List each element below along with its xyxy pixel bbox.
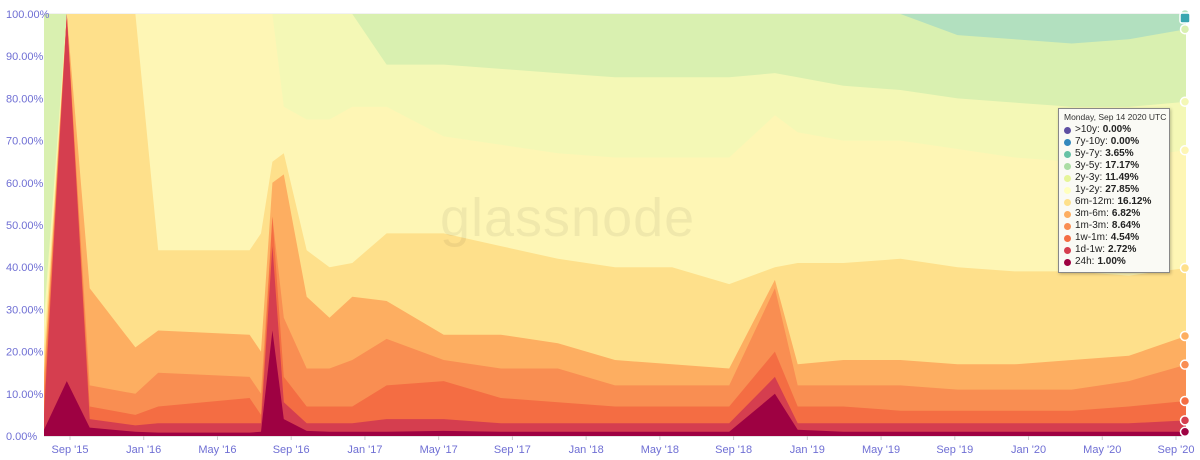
tooltip-value: 6.82%	[1111, 208, 1141, 219]
x-tick-label: May '16	[198, 444, 236, 456]
x-tick-label: May '18	[641, 444, 679, 456]
tooltip-label: 1m-3m:	[1075, 220, 1109, 231]
legend-dot-icon	[1064, 174, 1071, 182]
legend-dot-icon	[1064, 234, 1071, 242]
x-tick-label: May '17	[420, 444, 458, 456]
tooltip-row: 6m-12m: 16.12%	[1064, 196, 1164, 208]
tooltip-row: 5y-7y: 3.65%	[1064, 148, 1164, 160]
series-marker-1d-1w	[1179, 415, 1191, 426]
x-tick-label: Jan '16	[126, 444, 161, 456]
tooltip: Monday, Sep 14 2020 UTC >10y: 0.00% 7y-10y…	[1058, 108, 1170, 273]
tooltip-value: 17.17%	[1105, 160, 1140, 171]
y-tick-label: 20.00%	[6, 347, 44, 359]
legend-dot-icon	[1064, 222, 1071, 230]
series-marker-7y-10y	[1179, 12, 1191, 24]
watermark: glassnode	[440, 188, 695, 248]
tooltip-label: 1w-1m:	[1075, 232, 1108, 243]
legend-dot-icon	[1064, 198, 1071, 206]
tooltip-value: 2.72%	[1108, 244, 1137, 255]
y-tick-label: 60.00%	[6, 178, 44, 190]
series-marker-1y-2y	[1179, 145, 1191, 156]
legend-dot-icon	[1064, 138, 1071, 146]
x-axis: Sep '15 Jan '16 May '16 Sep '16 Jan '17 May '…	[52, 436, 1195, 456]
y-tick-label: 100.00%	[6, 9, 50, 21]
tooltip-label: 7y-10y:	[1075, 136, 1108, 147]
series-marker-1m-3m	[1179, 359, 1191, 370]
tooltip-row: 24h: 1.00%	[1064, 256, 1164, 268]
tooltip-label: 6m-12m:	[1075, 196, 1115, 207]
tooltip-value: 0.00%	[1110, 136, 1140, 147]
x-tick-label: Jan '20	[1011, 444, 1046, 456]
tooltip-row: 1w-1m: 4.54%	[1064, 232, 1164, 244]
tooltip-row: 1y-2y: 27.85%	[1064, 184, 1164, 196]
tooltip-value: 3.65%	[1105, 148, 1134, 159]
y-tick-label: 50.00%	[6, 220, 44, 232]
x-tick-label: Jan '19	[790, 444, 825, 456]
legend-dot-icon	[1064, 126, 1071, 134]
x-tick-label: Jan '18	[569, 444, 604, 456]
tooltip-row: 1m-3m: 8.64%	[1064, 220, 1164, 232]
tooltip-label: 3m-6m:	[1075, 208, 1109, 219]
legend-dot-icon	[1064, 162, 1071, 170]
band-1w-1m	[44, 14, 1186, 436]
band-3m-6m	[44, 14, 1186, 436]
x-tick-label: Sep '15	[52, 444, 89, 456]
legend-dot-icon	[1064, 186, 1071, 194]
series-marker-1w-1m	[1179, 395, 1191, 407]
y-tick-label: 90.00%	[6, 51, 44, 63]
x-tick-label: Sep '19	[936, 444, 973, 456]
y-tick-label: 10.00%	[6, 389, 44, 401]
tooltip-row: 7y-10y: 0.00%	[1064, 136, 1164, 148]
tooltip-value: 27.85%	[1105, 184, 1140, 195]
series-marker-2y-3y	[1179, 96, 1191, 108]
tooltip-row: 3y-5y: 17.17%	[1064, 160, 1164, 172]
tooltip-label: 5y-7y:	[1075, 148, 1103, 159]
y-tick-label: 30.00%	[6, 304, 44, 316]
tooltip-label: 1y-2y:	[1075, 184, 1103, 195]
tooltip-value: 16.12%	[1117, 196, 1152, 207]
tooltip-value: 8.64%	[1111, 220, 1141, 231]
tooltip-row: 2y-3y: 11.49%	[1064, 172, 1164, 184]
y-axis: 0.00% 10.00% 20.00% 30.00% 40.00% 50.00% 60.00…	[6, 9, 50, 443]
legend-dot-icon	[1064, 150, 1071, 158]
series-marker-3m-6m	[1179, 330, 1191, 342]
tooltip-label: 2y-3y:	[1075, 172, 1103, 183]
y-tick-label: 40.00%	[6, 262, 44, 274]
x-tick-label: Sep '17	[494, 444, 531, 456]
tooltip-value: 0.00%	[1102, 124, 1132, 135]
series-marker-24h	[1179, 426, 1191, 438]
x-tick-label: May '20	[1083, 444, 1121, 456]
x-tick-label: Sep '16	[273, 444, 310, 456]
x-tick-label: May '19	[862, 444, 900, 456]
x-tick-label: Sep '20	[1158, 444, 1195, 456]
tooltip-items: >10y: 0.00% 7y-10y: 0.00% 5y-7y: 3.65% 3y-5y: 1…	[1064, 124, 1164, 268]
tooltip-row: 3m-6m: 6.82%	[1064, 208, 1164, 220]
series-marker-3y-5y	[1179, 23, 1191, 35]
x-tick-label: Sep '18	[715, 444, 752, 456]
series-marker-6m-12m	[1179, 262, 1191, 274]
y-tick-label: 0.00%	[6, 431, 37, 443]
tooltip-label: 24h:	[1075, 256, 1095, 267]
legend-dot-icon	[1064, 258, 1071, 266]
series-end-markers	[1179, 8, 1191, 438]
legend-dot-icon	[1064, 210, 1071, 218]
band-24h	[44, 330, 1186, 436]
x-tick-label: Jan '17	[347, 444, 382, 456]
tooltip-title: Monday, Sep 14 2020 UTC	[1064, 112, 1167, 122]
stacked-area-bands	[44, 14, 1186, 436]
tooltip-label: >10y:	[1075, 124, 1100, 135]
tooltip-label: 3y-5y:	[1075, 160, 1103, 171]
tooltip-value: 1.00%	[1097, 256, 1126, 267]
tooltip-value: 4.54%	[1110, 232, 1140, 243]
tooltip-row: 1d-1w: 2.72%	[1064, 244, 1164, 256]
y-tick-label: 70.00%	[6, 136, 44, 148]
tooltip-value: 11.49%	[1105, 172, 1139, 183]
tooltip-row: >10y: 0.00%	[1064, 124, 1164, 136]
legend-dot-icon	[1064, 246, 1071, 254]
tooltip-label: 1d-1w:	[1075, 244, 1106, 255]
y-tick-label: 80.00%	[6, 93, 44, 105]
